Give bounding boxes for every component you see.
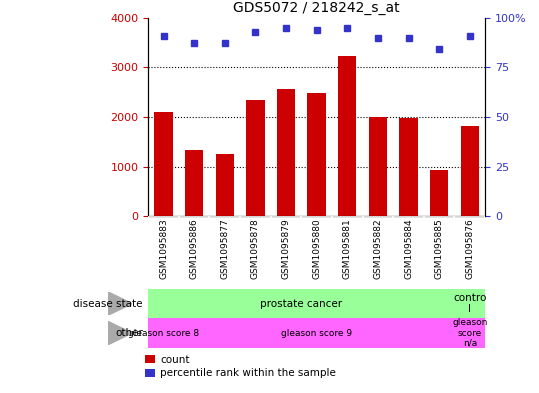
Bar xyxy=(307,93,326,216)
Legend: count, percentile rank within the sample: count, percentile rank within the sample xyxy=(143,353,338,380)
Bar xyxy=(454,289,485,318)
Text: contro
l: contro l xyxy=(453,293,487,314)
Polygon shape xyxy=(108,321,132,345)
Bar xyxy=(399,118,418,216)
Text: gleason score 8: gleason score 8 xyxy=(128,329,199,338)
Bar xyxy=(179,318,454,348)
Bar xyxy=(154,112,172,216)
Text: GSM1095883: GSM1095883 xyxy=(159,219,168,279)
Text: GSM1095876: GSM1095876 xyxy=(465,219,474,279)
Text: gleason
score
n/a: gleason score n/a xyxy=(452,318,487,348)
Text: prostate cancer: prostate cancer xyxy=(260,299,342,309)
Text: GSM1095880: GSM1095880 xyxy=(312,219,321,279)
Text: GSM1095879: GSM1095879 xyxy=(281,219,291,279)
Bar xyxy=(277,89,295,216)
Bar xyxy=(461,126,479,216)
Title: GDS5072 / 218242_s_at: GDS5072 / 218242_s_at xyxy=(233,1,400,15)
Text: gleason score 9: gleason score 9 xyxy=(281,329,352,338)
Text: GSM1095878: GSM1095878 xyxy=(251,219,260,279)
Bar xyxy=(216,154,234,216)
Text: GSM1095884: GSM1095884 xyxy=(404,219,413,279)
Polygon shape xyxy=(108,292,132,315)
Bar xyxy=(148,318,179,348)
Bar xyxy=(369,117,387,216)
Bar xyxy=(185,150,203,216)
Bar xyxy=(454,318,485,348)
Text: other: other xyxy=(115,328,143,338)
Bar xyxy=(430,169,448,216)
Bar xyxy=(338,56,356,216)
Bar xyxy=(246,99,265,216)
Text: disease state: disease state xyxy=(73,299,143,309)
Text: GSM1095882: GSM1095882 xyxy=(374,219,382,279)
Text: GSM1095881: GSM1095881 xyxy=(343,219,352,279)
Text: GSM1095886: GSM1095886 xyxy=(190,219,199,279)
Text: GSM1095877: GSM1095877 xyxy=(220,219,229,279)
Text: GSM1095885: GSM1095885 xyxy=(434,219,444,279)
